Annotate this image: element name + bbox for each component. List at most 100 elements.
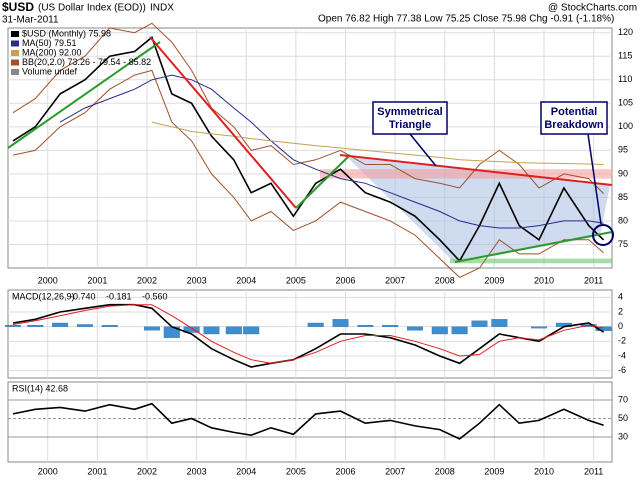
x-tick-label: 2000 <box>38 275 58 285</box>
x-tick-label: 2003 <box>187 275 207 285</box>
y-tick-label: 105 <box>618 98 633 108</box>
bollinger-lower <box>12 69 604 278</box>
y-tick-label: 75 <box>618 239 628 249</box>
annotation-cont: Triangle <box>389 119 431 131</box>
x-tick-label: 2001 <box>87 275 107 285</box>
y-tick-label: 0 <box>618 321 623 331</box>
quote: Open 76.82 High 77.38 Low 75.25 Close 75… <box>318 14 614 25</box>
symbol: $USD <box>2 0 34 14</box>
date: 31-Mar-2011 <box>2 15 59 26</box>
legend-swatch <box>11 31 19 37</box>
exchange: INDX <box>150 3 174 14</box>
y-tick-label: 30 <box>618 431 628 441</box>
legend-entry: MA(200) 92.00 <box>22 47 82 57</box>
series-line <box>12 303 605 368</box>
histogram-bar <box>307 322 324 327</box>
arrow <box>587 133 602 225</box>
credit: @ StockCharts.com <box>548 3 637 14</box>
y-tick-label: -6 <box>618 365 626 375</box>
trend-line <box>7 41 161 149</box>
y-tick-label: -2 <box>618 336 626 346</box>
arrow <box>409 133 437 167</box>
histogram-bar <box>101 325 118 327</box>
y-tick-label: -4 <box>618 350 626 360</box>
y-tick-label: 70 <box>618 394 628 404</box>
histogram-bar <box>52 322 69 327</box>
x-tick-label: 2008 <box>435 466 455 476</box>
x-tick-label: 2007 <box>385 275 405 285</box>
annotation-cont: Breakdown <box>544 119 604 131</box>
highlight-circle <box>592 224 614 246</box>
x-tick-label: 2011 <box>584 466 603 476</box>
legend-entry: -0.560 <box>142 291 168 301</box>
x-tick-label: 2005 <box>286 466 306 476</box>
panel-frame <box>7 381 613 463</box>
histogram-bar <box>407 326 423 331</box>
legend-entry: -0.740 <box>70 291 96 301</box>
series-line <box>59 74 604 229</box>
x-tick-label: 2006 <box>335 466 355 476</box>
histogram-bar <box>4 325 21 327</box>
x-tick-label: 2006 <box>335 275 355 285</box>
histogram-bar <box>595 326 612 331</box>
trend-line <box>149 36 297 209</box>
histogram-bar <box>491 319 508 327</box>
x-tick-label: 2002 <box>137 275 157 285</box>
legend-swatch <box>11 59 19 66</box>
histogram-bar <box>27 325 44 327</box>
annotations: Symmetrical Triangle Potential Breakdown <box>372 101 614 246</box>
resistance-band <box>320 169 612 179</box>
x-tick-label: 2010 <box>534 275 554 285</box>
panel-frame <box>7 289 613 379</box>
legend-swatch <box>11 40 19 47</box>
support-band <box>450 258 612 264</box>
x-tick-label: 2002 <box>137 466 157 476</box>
series-line <box>12 402 604 440</box>
trend-line <box>339 154 613 186</box>
y-tick-label: 80 <box>618 215 628 225</box>
legend-entry: BB(20,2.0) 73.26 - 79.54 - 85.82 <box>22 57 151 67</box>
index-name: (US Dollar Index (EOD)) <box>38 3 146 14</box>
x-tick-label: 2010 <box>534 466 554 476</box>
y-tick-label: 120 <box>618 27 633 37</box>
histogram-bar <box>531 326 548 329</box>
y-tick-label: 95 <box>618 145 628 155</box>
series-line <box>12 304 604 364</box>
legend-swatch <box>11 69 19 75</box>
histogram-bar <box>76 324 93 327</box>
series-line <box>151 121 604 165</box>
histogram-bar <box>451 326 468 335</box>
annotation-box <box>372 101 448 135</box>
x-tick-label: 2001 <box>87 466 107 476</box>
x-tick-label: 2008 <box>435 275 455 285</box>
y-tick-label: 4 <box>618 292 623 302</box>
annotation-box <box>540 101 608 135</box>
histogram-bar <box>225 326 242 335</box>
histogram-bar <box>143 326 160 331</box>
histogram-bar <box>431 326 448 335</box>
x-tick-label: 2003 <box>187 466 207 476</box>
x-tick-label: 2011 <box>584 275 603 285</box>
x-tick-label: 2004 <box>236 275 256 285</box>
x-tick-label: 2004 <box>236 466 256 476</box>
legend-entry: MA(50) 79.51 <box>22 38 77 48</box>
histogram-bar <box>243 326 260 335</box>
trend-line <box>454 231 613 263</box>
y-tick-label: 85 <box>618 192 628 202</box>
panel-title: MACD(12,26,9) <box>12 291 75 301</box>
x-tick-label: 2007 <box>385 466 405 476</box>
panel-title: RSI(14) 42.68 <box>12 383 68 393</box>
histogram-bar <box>471 320 488 327</box>
x-tick-label: 2009 <box>484 275 504 285</box>
x-tick-label: 2009 <box>484 466 504 476</box>
bollinger-upper <box>12 22 604 194</box>
triangle-shade <box>347 157 610 263</box>
legend-entry: -0.181 <box>106 291 132 301</box>
annotation: Potential <box>551 106 597 118</box>
histogram-bar <box>203 326 220 335</box>
trend-line <box>295 154 351 209</box>
legend-entry: Volume undef <box>22 66 78 76</box>
y-tick-label: 115 <box>618 51 632 61</box>
histogram-bar <box>332 319 349 327</box>
